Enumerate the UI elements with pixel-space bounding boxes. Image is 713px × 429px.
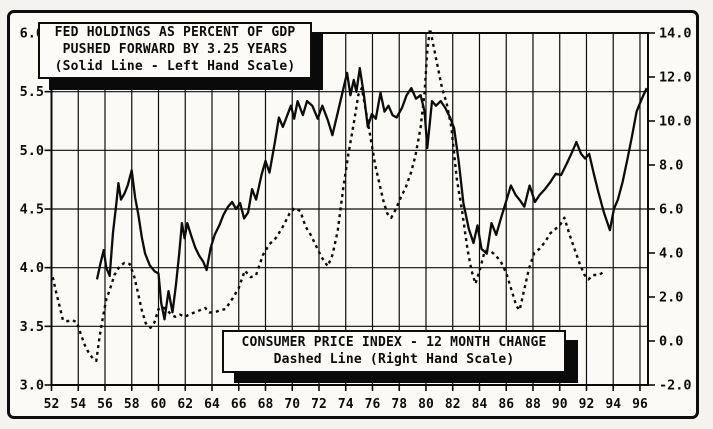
right-axis-label: 6.0 xyxy=(659,202,683,218)
title-box: FED HOLDINGS AS PERCENT OF GDP PUSHED FO… xyxy=(38,22,312,79)
x-axis-label: 72 xyxy=(311,397,327,412)
x-axis-label: 94 xyxy=(605,397,621,412)
legend-line-1: CONSUMER PRICE INDEX - 12 MONTH CHANGE xyxy=(241,334,547,350)
right-axis-label: -2.0 xyxy=(659,378,692,394)
x-axis-label: 86 xyxy=(498,397,514,412)
title-line-1: FED HOLDINGS AS PERCENT OF GDP xyxy=(54,25,296,41)
x-axis-label: 60 xyxy=(151,397,167,412)
right-axis-label: 8.0 xyxy=(659,158,683,174)
left-axis-label: 4.5 xyxy=(20,202,44,218)
x-axis-label: 80 xyxy=(418,397,434,412)
left-axis-label: 3.5 xyxy=(20,319,44,335)
title-line-2: PUSHED FORWARD BY 3.25 YEARS xyxy=(62,42,288,58)
x-axis-label: 52 xyxy=(44,397,60,412)
left-axis-label: 5.5 xyxy=(20,84,44,100)
right-axis-label: 12.0 xyxy=(659,70,692,86)
x-axis-label: 76 xyxy=(365,397,381,412)
x-axis-label: 70 xyxy=(284,397,300,412)
legend-line-2: Dashed Line (Right Hand Scale) xyxy=(273,351,515,367)
x-axis-label: 90 xyxy=(552,397,568,412)
x-axis-label: 54 xyxy=(70,397,86,412)
x-axis-label: 56 xyxy=(97,397,113,412)
x-axis-label: 66 xyxy=(231,397,247,412)
x-axis-label: 78 xyxy=(391,397,407,412)
left-axis-label: 6.0 xyxy=(20,26,44,42)
right-axis-label: 14.0 xyxy=(659,26,692,42)
series-dashed-line xyxy=(51,27,604,362)
x-axis-label: 84 xyxy=(472,397,488,412)
x-axis-label: 62 xyxy=(177,397,193,412)
plot-frame xyxy=(50,32,649,386)
x-axis-label: 58 xyxy=(124,397,140,412)
x-axis-label: 64 xyxy=(204,397,220,412)
series-solid-line xyxy=(95,67,648,321)
x-axis-label: 68 xyxy=(258,397,274,412)
right-axis-label: 4.0 xyxy=(659,246,683,262)
x-axis-label: 82 xyxy=(445,397,461,412)
left-axis-label: 4.0 xyxy=(20,260,44,276)
title-line-3: (Solid Line - Left Hand Scale) xyxy=(54,58,296,74)
x-axis-label: 92 xyxy=(579,397,595,412)
x-axis-label: 88 xyxy=(525,397,541,412)
left-axis-label: 5.0 xyxy=(20,143,44,159)
x-axis-label: 74 xyxy=(338,397,354,412)
x-axis-label: 96 xyxy=(632,397,648,412)
right-axis-label: 10.0 xyxy=(659,114,692,130)
right-axis-label: 0.0 xyxy=(659,334,683,350)
left-axis-label: 3.0 xyxy=(20,378,44,394)
right-axis-label: 2.0 xyxy=(659,290,683,306)
legend-box: CONSUMER PRICE INDEX - 12 MONTH CHANGE D… xyxy=(222,330,566,373)
